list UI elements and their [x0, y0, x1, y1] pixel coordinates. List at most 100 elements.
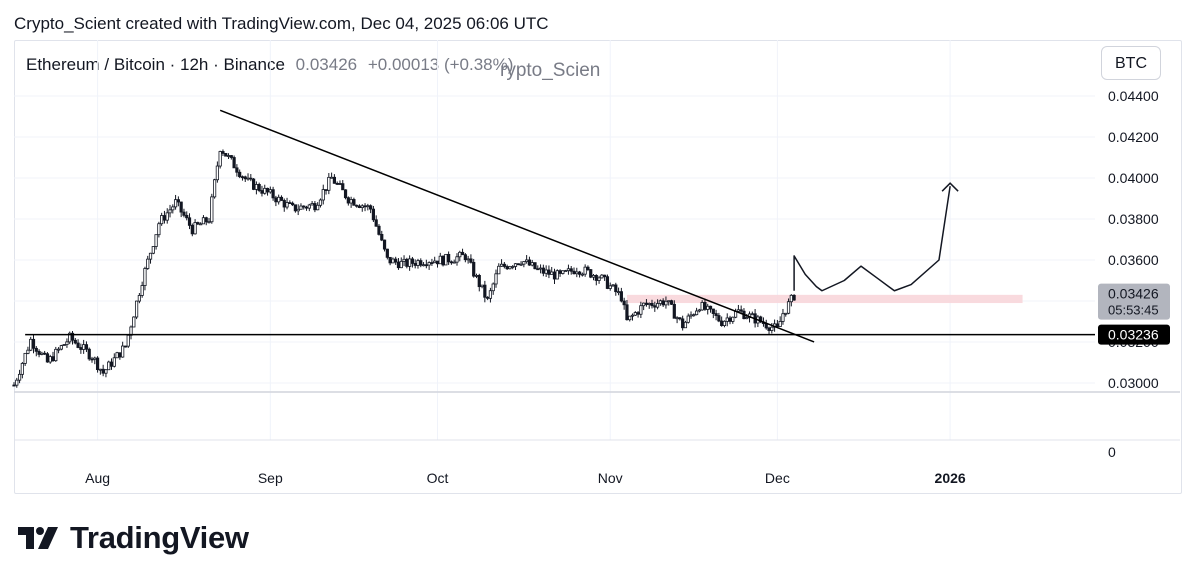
candle-body [204, 217, 208, 223]
candle-body [575, 271, 579, 275]
candle-body [486, 296, 490, 299]
candle [70, 330, 75, 345]
candle [134, 300, 139, 320]
candle-body [271, 189, 275, 199]
candle [104, 369, 108, 378]
candle [516, 263, 520, 266]
candle-body [302, 205, 306, 208]
candle [647, 302, 651, 309]
candle [29, 336, 33, 352]
candle [683, 320, 688, 329]
candle [54, 346, 58, 362]
candle [460, 248, 465, 256]
candle [781, 308, 785, 325]
candle-body [332, 176, 336, 184]
downtrend-line[interactable] [219, 109, 815, 343]
candle-body [577, 271, 582, 275]
candle [235, 164, 239, 177]
candle [296, 204, 300, 216]
candle-body [171, 206, 175, 211]
candle [160, 212, 164, 226]
candle [447, 251, 451, 265]
candle [778, 316, 782, 327]
candle [90, 356, 94, 363]
candle [639, 301, 643, 319]
candle [51, 351, 55, 362]
candle-body [600, 274, 604, 279]
candle-body [502, 263, 506, 267]
candle [525, 255, 529, 264]
candle [146, 255, 150, 270]
candle [575, 267, 579, 278]
candle-body [193, 222, 197, 235]
candle-body [416, 260, 420, 266]
candle-body [591, 274, 596, 278]
candle [750, 311, 754, 316]
candle [274, 195, 278, 207]
candle [243, 175, 247, 182]
projection-path[interactable] [793, 186, 951, 292]
candle-body [366, 205, 370, 208]
candle-body [93, 357, 97, 360]
candle [720, 316, 724, 327]
candle [148, 252, 153, 264]
candle-body [182, 211, 186, 216]
candle [385, 248, 389, 260]
candle-body [633, 312, 637, 316]
candle [731, 316, 735, 324]
candle-body [566, 268, 571, 271]
candle [352, 197, 356, 206]
candle [246, 173, 250, 181]
candle [257, 182, 261, 193]
candle-body [647, 302, 651, 305]
candle-body [441, 255, 445, 266]
candle-body [463, 254, 467, 261]
candle-body [357, 205, 362, 208]
candle [430, 258, 434, 266]
candle-body [173, 199, 178, 208]
candle-body [288, 202, 292, 204]
candle [346, 196, 350, 206]
candle-body [168, 209, 172, 214]
candle-body [352, 199, 356, 206]
candle-body [316, 204, 320, 211]
candle-body [321, 189, 325, 201]
candle [603, 274, 607, 281]
candle-body [121, 345, 125, 358]
candle-body [84, 344, 89, 350]
candle [786, 298, 791, 315]
candle-body [438, 255, 442, 265]
candle-body [107, 361, 111, 371]
candle-body [711, 308, 715, 314]
candle [143, 266, 147, 291]
candle [240, 175, 245, 181]
candle-body [455, 256, 459, 263]
candle [112, 353, 116, 368]
candle-body [561, 270, 565, 274]
candle-body [636, 312, 640, 315]
candle [583, 264, 587, 277]
candle [538, 264, 543, 274]
currency-button[interactable]: BTC [1101, 46, 1161, 80]
candle-body [564, 270, 568, 272]
candle [469, 254, 473, 264]
symbol-title[interactable]: Ethereum / Bitcoin · 12h · Binance [26, 55, 285, 74]
candle-body [625, 304, 629, 321]
candle [405, 257, 409, 269]
candle-body [491, 283, 495, 292]
candle-body [550, 271, 554, 275]
candle-body [449, 261, 454, 264]
candle [73, 337, 77, 345]
candle [252, 177, 256, 191]
candle [318, 198, 323, 208]
candle [410, 256, 415, 268]
candle [402, 255, 406, 267]
candle-body [151, 246, 155, 254]
candle [608, 282, 612, 291]
candle-body [160, 215, 164, 225]
candle [589, 268, 593, 279]
candle-body [115, 352, 119, 359]
candle-body [522, 261, 526, 265]
candle-body [162, 215, 167, 221]
